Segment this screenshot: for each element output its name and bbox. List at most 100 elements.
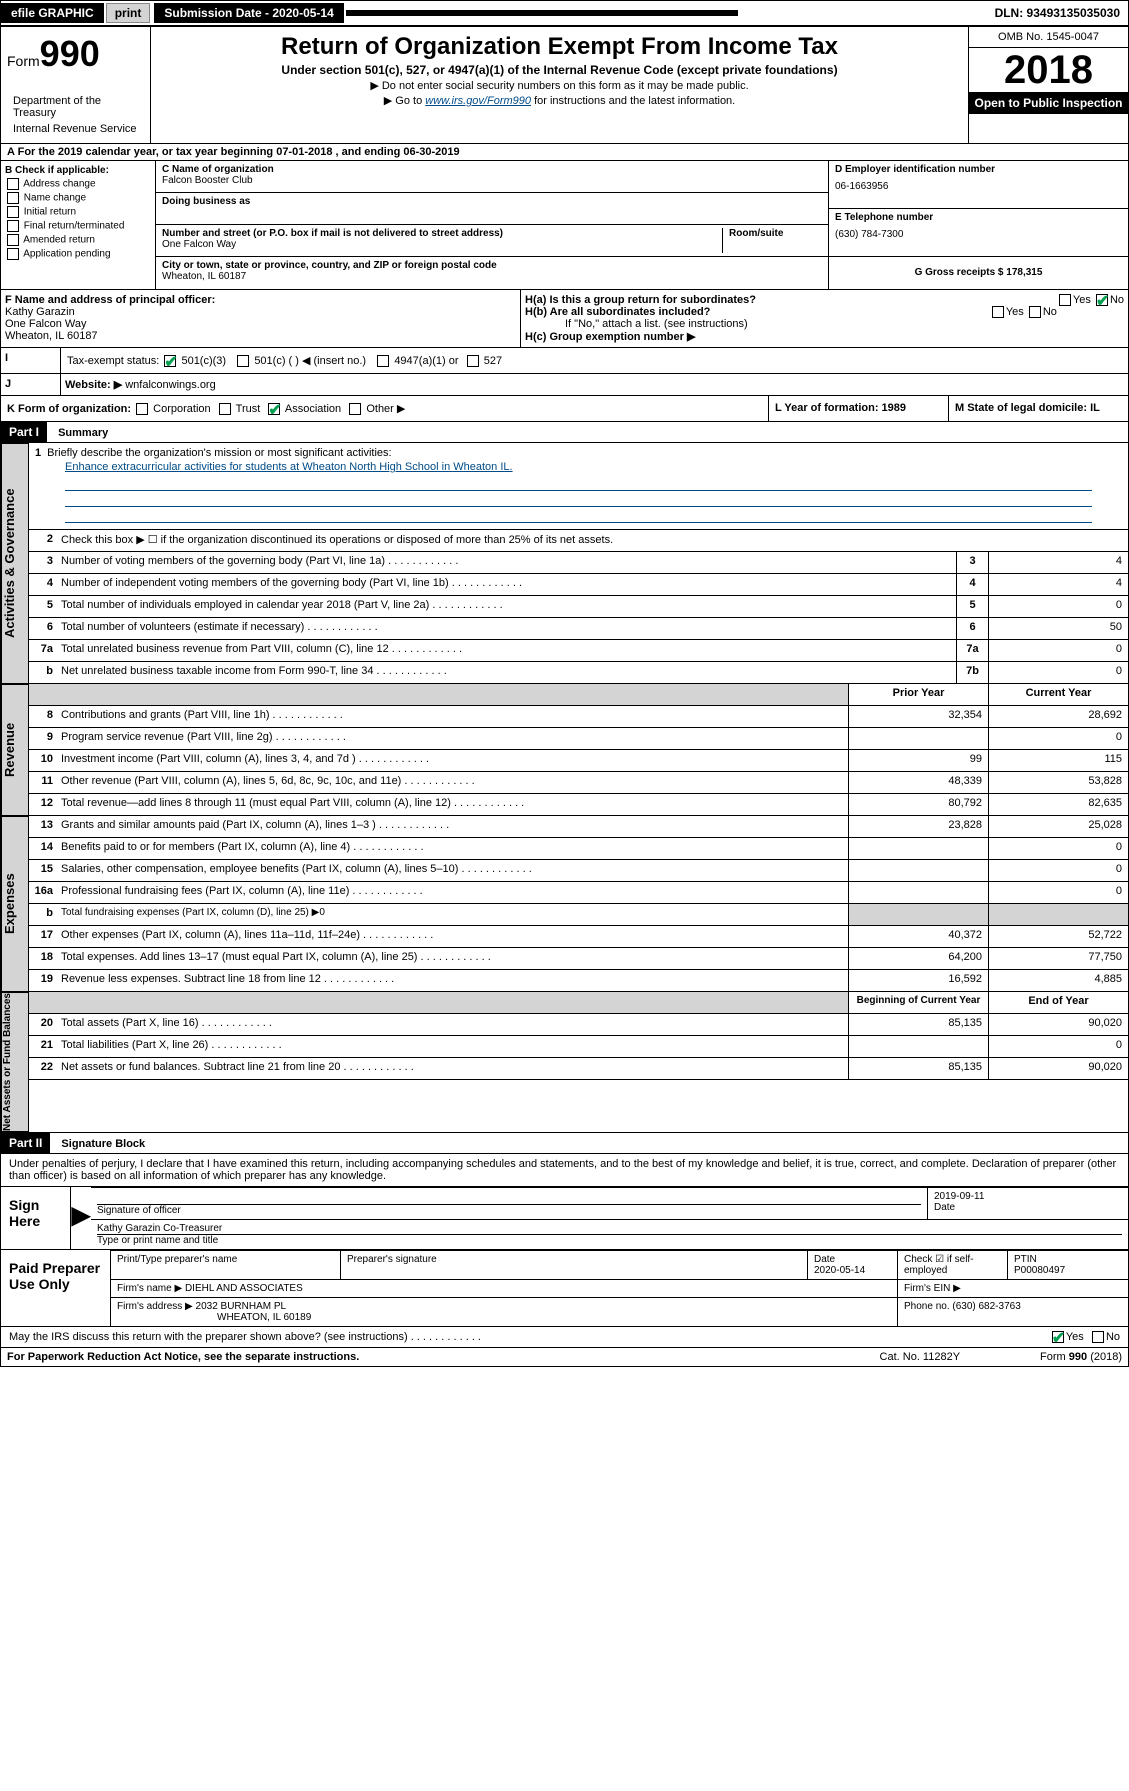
city-cell: City or town, state or province, country… [156, 257, 828, 289]
check-amended[interactable]: Amended return [5, 234, 151, 246]
gov-line-6: 6 Total number of volunteers (estimate i… [29, 618, 1128, 640]
tax-exempt-status: Tax-exempt status: 501(c)(3) 501(c) ( ) … [61, 348, 1128, 373]
check-corp[interactable] [136, 403, 148, 415]
check-name-change[interactable]: Name change [5, 192, 151, 204]
gross-receipts-cell: G Gross receipts $ 178,315 [829, 257, 1128, 289]
form-number-cell: Form990 Department of the Treasury Inter… [1, 27, 151, 143]
dba-cell: Doing business as [156, 193, 828, 225]
form-title: Return of Organization Exempt From Incom… [157, 33, 962, 61]
city-value: Wheaton, IL 60187 [162, 271, 822, 282]
officer-addr1: One Falcon Way [5, 318, 516, 330]
self-employed-check: Check ☑ if self-employed [898, 1251, 1008, 1279]
paid-preparer-label: Paid Preparer Use Only [1, 1250, 111, 1326]
paperwork-notice: For Paperwork Reduction Act Notice, see … [7, 1351, 359, 1363]
data-line-18: 18 Total expenses. Add lines 13–17 (must… [29, 948, 1128, 970]
current-year-header: Current Year [988, 684, 1128, 705]
activities-governance-section: Activities & Governance 1Briefly describ… [0, 443, 1129, 684]
sig-name-value: Kathy Garazin Co-Treasurer [97, 1223, 1122, 1235]
form-word: Form [7, 53, 40, 69]
irs-label: Internal Revenue Service [7, 121, 144, 137]
print-button[interactable]: print [106, 3, 151, 23]
check-527[interactable] [467, 355, 479, 367]
principal-officer: F Name and address of principal officer:… [1, 290, 521, 347]
group-return-section: H(a) Is this a group return for subordin… [521, 290, 1128, 347]
org-info-column: C Name of organization Falcon Booster Cl… [156, 161, 828, 289]
officer-name: Kathy Garazin [5, 306, 516, 318]
check-assoc[interactable] [268, 403, 280, 415]
year-header-row: Prior Year Current Year [29, 684, 1128, 706]
website-value: wnfalconwings.org [125, 379, 216, 391]
tax-status-row: I Tax-exempt status: 501(c)(3) 501(c) ( … [0, 348, 1129, 374]
sign-arrow-icon: ▶ [71, 1187, 91, 1249]
check-trust[interactable] [219, 403, 231, 415]
part1-title: Summary [50, 425, 116, 441]
officer-addr2: Wheaton, IL 60187 [5, 330, 516, 342]
hc-row: H(c) Group exemption number ▶ [525, 330, 1124, 343]
dln-label: DLN: 93493135035030 [987, 6, 1128, 20]
form-990-number: 990 [40, 33, 100, 74]
discuss-no-check[interactable] [1092, 1331, 1104, 1343]
org-name-cell: C Name of organization Falcon Booster Cl… [156, 161, 828, 193]
check-address-change[interactable]: Address change [5, 178, 151, 190]
revenue-section: Revenue Prior Year Current Year 8 Contri… [0, 684, 1129, 816]
prior-year-header: Prior Year [848, 684, 988, 705]
discuss-yes-check[interactable] [1052, 1331, 1064, 1343]
open-public-badge: Open to Public Inspection [969, 92, 1128, 114]
prep-sig-label: Preparer's signature [341, 1251, 808, 1279]
check-4947[interactable] [377, 355, 389, 367]
officer-group-row: F Name and address of principal officer:… [0, 290, 1129, 348]
street-address: One Falcon Way [162, 239, 722, 250]
check-501c3[interactable] [164, 355, 176, 367]
data-line-20: 20 Total assets (Part X, line 16) 85,135… [29, 1014, 1128, 1036]
vert-net-assets: Net Assets or Fund Balances [1, 992, 29, 1132]
sig-date: 2019-09-11 [934, 1191, 1122, 1202]
data-line-12: 12 Total revenue—add lines 8 through 11 … [29, 794, 1128, 816]
gov-line-4: 4 Number of independent voting members o… [29, 574, 1128, 596]
ein-cell: D Employer identification number 06-1663… [829, 161, 1128, 209]
check-application-pending[interactable]: Application pending [5, 248, 151, 260]
vert-expenses: Expenses [1, 816, 29, 992]
vert-activities: Activities & Governance [1, 443, 29, 684]
check-501c[interactable] [237, 355, 249, 367]
right-info-column: D Employer identification number 06-1663… [828, 161, 1128, 289]
form-number-footer: Form 990 (2018) [1040, 1351, 1122, 1363]
irs-link[interactable]: www.irs.gov/Form990 [425, 95, 531, 107]
check-initial-return[interactable]: Initial return [5, 206, 151, 218]
sign-here-label: Sign Here [1, 1187, 71, 1249]
data-line-10: 10 Investment income (Part VIII, column … [29, 750, 1128, 772]
perjury-declaration: Under penalties of perjury, I declare th… [1, 1154, 1128, 1186]
mission-line [65, 477, 1092, 491]
firm-phone-cell: Phone no. (630) 682-3763 [898, 1298, 1128, 1326]
mission-line [65, 493, 1092, 507]
prep-date-cell: Date2020-05-14 [808, 1251, 898, 1279]
check-if-applicable: B Check if applicable: Address change Na… [1, 161, 156, 289]
firm-name-cell: Firm's name ▶ DIEHL AND ASSOCIATES [111, 1280, 898, 1297]
efile-label: efile GRAPHIC [1, 3, 104, 23]
ptin-cell: PTINP00080497 [1008, 1251, 1128, 1279]
vert-revenue: Revenue [1, 684, 29, 816]
blank-segment [346, 10, 738, 16]
data-line-14: 14 Benefits paid to or for members (Part… [29, 838, 1128, 860]
discuss-row: May the IRS discuss this return with the… [1, 1326, 1128, 1347]
form-header: Form990 Department of the Treasury Inter… [0, 26, 1129, 144]
header-center: Return of Organization Exempt From Incom… [151, 27, 968, 143]
header-right: OMB No. 1545-0047 2018 Open to Public In… [968, 27, 1128, 143]
data-line-13: 13 Grants and similar amounts paid (Part… [29, 816, 1128, 838]
cat-number: Cat. No. 11282Y [880, 1351, 961, 1363]
address-cell: Number and street (or P.O. box if mail i… [156, 225, 828, 257]
check-other[interactable] [349, 403, 361, 415]
check-final-return[interactable]: Final return/terminated [5, 220, 151, 232]
data-line-11: 11 Other revenue (Part VIII, column (A),… [29, 772, 1128, 794]
firm-addr-cell: Firm's address ▶ 2032 BURNHAM PLWHEATON,… [111, 1298, 898, 1326]
net-assets-section: Net Assets or Fund Balances Beginning of… [0, 992, 1129, 1133]
phone-value: (630) 784-7300 [835, 229, 1122, 240]
data-line-9: 9 Program service revenue (Part VIII, li… [29, 728, 1128, 750]
top-toolbar: efile GRAPHIC print Submission Date - 20… [0, 0, 1129, 26]
mission-text: Enhance extracurricular activities for s… [35, 459, 1122, 475]
net-header-row: Beginning of Current Year End of Year [29, 992, 1128, 1014]
data-line-8: 8 Contributions and grants (Part VIII, l… [29, 706, 1128, 728]
hb-row: H(b) Are all subordinates included? Yes … [525, 306, 1124, 318]
form-subtitle: Under section 501(c), 527, or 4947(a)(1)… [157, 63, 962, 77]
row-j-label: J [1, 374, 61, 395]
page-footer: For Paperwork Reduction Act Notice, see … [0, 1348, 1129, 1367]
